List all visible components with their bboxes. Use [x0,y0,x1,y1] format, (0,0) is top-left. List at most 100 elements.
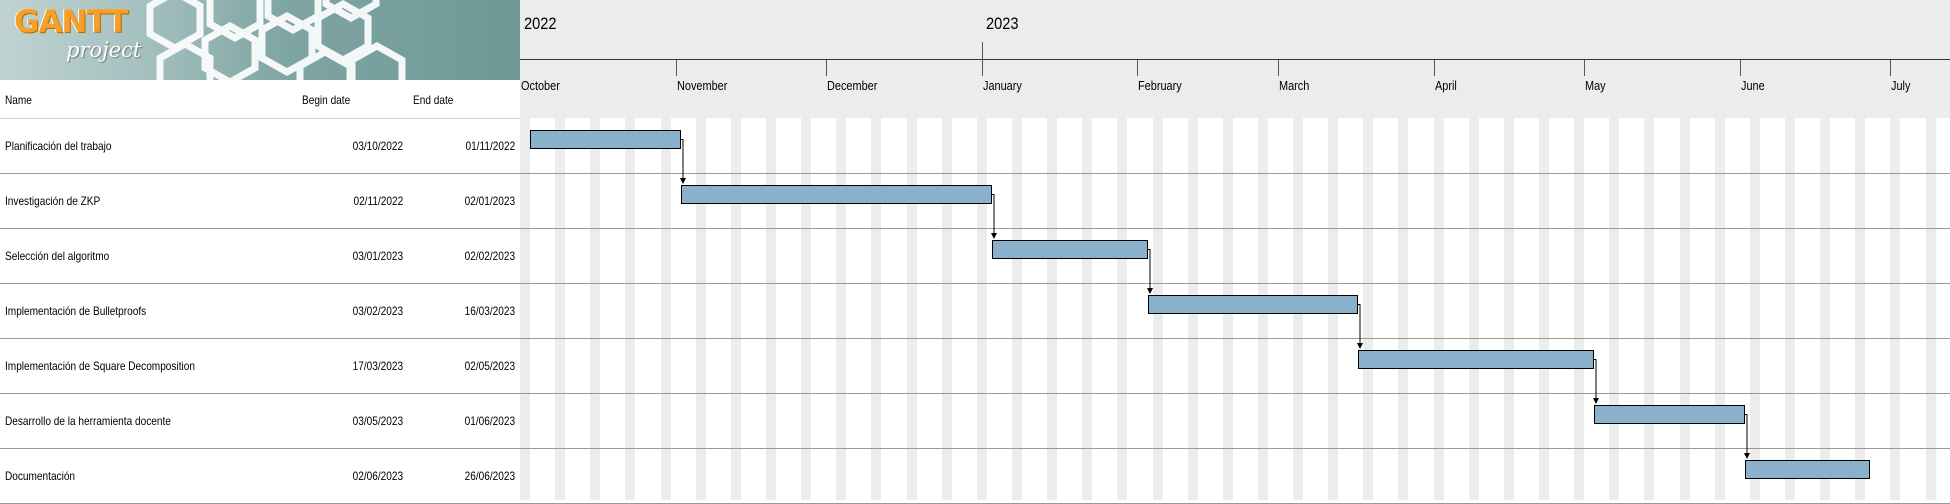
task-begin-date: 03/05/2023 [352,414,403,428]
dependency-arrowhead [1593,398,1599,404]
task-begin-date: 02/11/2022 [353,194,403,208]
weekend-stripe [1574,118,1584,500]
weekend-stripe [907,118,917,500]
dependency-arrows [680,139,1750,459]
column-header-begin-date[interactable]: Begin date [302,93,351,107]
task-begin-date: 03/02/2023 [352,304,403,318]
column-header-name[interactable]: Name [5,93,32,107]
task-end-date: 16/03/2023 [464,304,515,318]
weekend-stripe [1926,118,1936,500]
task-name: Selección del algoritmo [5,249,110,263]
weekend-stripe [1644,118,1654,500]
task-row[interactable]: Documentación 02/06/2023 26/06/2023 [0,449,520,504]
dependency-arrowhead [991,233,997,239]
dependency-line [991,194,995,234]
weekend-stripe [1117,118,1127,500]
ganttproject-logo: GANTT project [0,0,520,80]
month-label: October [521,78,560,93]
month-tick [1890,60,1891,76]
chart-row-divider [520,228,1950,229]
weekend-stripe [1680,118,1690,500]
month-label: January [983,78,1022,93]
task-end-date: 01/06/2023 [464,414,515,428]
month-tick [1278,60,1279,76]
logo-title: GANTT [14,4,128,40]
task-name: Implementación de Bulletproofs [5,304,147,318]
weekend-stripe [836,118,846,500]
month-label: May [1585,78,1606,93]
weekend-stripe [1047,118,1057,500]
weekend-stripe [1820,118,1830,500]
task-row[interactable]: Desarrollo de la herramienta docente 03/… [0,394,520,449]
dependency-arrowhead [1357,343,1363,349]
task-name: Investigación de ZKP [5,194,101,208]
task-name: Planificación del trabajo [5,139,112,153]
task-bar[interactable] [1745,460,1870,479]
dependency-arrowhead [680,178,686,184]
chart-row-divider [520,448,1950,449]
timeline-divider [520,59,1950,60]
weekend-stripe [1504,118,1514,500]
task-row[interactable]: Selección del algoritmo 03/01/2023 02/02… [0,229,520,284]
month-label: February [1138,78,1182,93]
dependency-line [1147,249,1151,289]
month-tick [1137,60,1138,76]
weekend-stripe [1012,118,1022,500]
gantt-chart-body[interactable] [520,118,1950,504]
task-name: Implementación de Square Decomposition [5,359,195,373]
month-label: November [677,78,728,93]
month-tick [1434,60,1435,76]
task-name: Desarrollo de la herramienta docente [5,414,171,428]
weekend-stripe [1715,118,1725,500]
weekend-stripe [731,118,741,500]
weekend-stripe [555,118,565,500]
task-begin-date: 03/01/2023 [352,249,403,263]
weekend-stripe [1785,118,1795,500]
column-header-end-date[interactable]: End date [413,93,454,107]
task-end-date: 02/05/2023 [464,359,515,373]
weekend-stripe [520,118,530,500]
weekend-stripe [942,118,952,500]
weekend-stripe [977,118,987,500]
chart-row-divider [520,173,1950,174]
weekend-stripe [1890,118,1900,500]
weekend-stripe [1082,118,1092,500]
weekend-stripe [1539,118,1549,500]
logo-hex-pattern [146,0,406,80]
task-end-date: 02/02/2023 [464,249,515,263]
dependency-arrowhead [1744,453,1750,459]
gantt-chart-panel: 2022 2023 October November December January Fe… [520,0,1950,504]
month-label: April [1435,78,1457,93]
year-label: 2022 [524,14,557,33]
task-row[interactable]: Investigación de ZKP 02/11/2022 02/01/20… [0,174,520,229]
task-end-date: 01/11/2022 [465,139,515,153]
weekend-stripe [1434,118,1444,500]
month-tick [826,60,827,76]
month-label: July [1891,78,1911,93]
chart-row-divider [520,393,1950,394]
column-headers: Name Begin date End date [0,80,520,119]
weekend-stripe [1750,118,1760,500]
dependency-line [1744,414,1748,454]
weekend-stripe [1363,118,1373,500]
weekend-stripe [625,118,635,500]
weekend-stripe [871,118,881,500]
month-tick [982,60,983,76]
month-label: June [1741,78,1765,93]
month-label: December [827,78,878,93]
timeline-header: 2022 2023 October November December January Fe… [520,0,1950,118]
task-row[interactable]: Implementación de Square Decomposition 1… [0,339,520,394]
task-row[interactable]: Planificación del trabajo 03/10/2022 01/… [0,119,520,174]
task-begin-date: 03/10/2022 [352,139,403,153]
task-end-date: 26/06/2023 [464,469,515,483]
month-tick [676,60,677,76]
dependency-arrowhead [1147,288,1153,294]
weekend-stripe [1469,118,1479,500]
task-row[interactable]: Implementación de Bulletproofs 03/02/202… [0,284,520,339]
chart-row-divider [520,338,1950,339]
weekend-stripe [590,118,600,500]
logo-subtitle: project [66,38,142,62]
weekend-stripe [801,118,811,500]
weekend-stripe [766,118,776,500]
month-tick [1740,60,1741,76]
